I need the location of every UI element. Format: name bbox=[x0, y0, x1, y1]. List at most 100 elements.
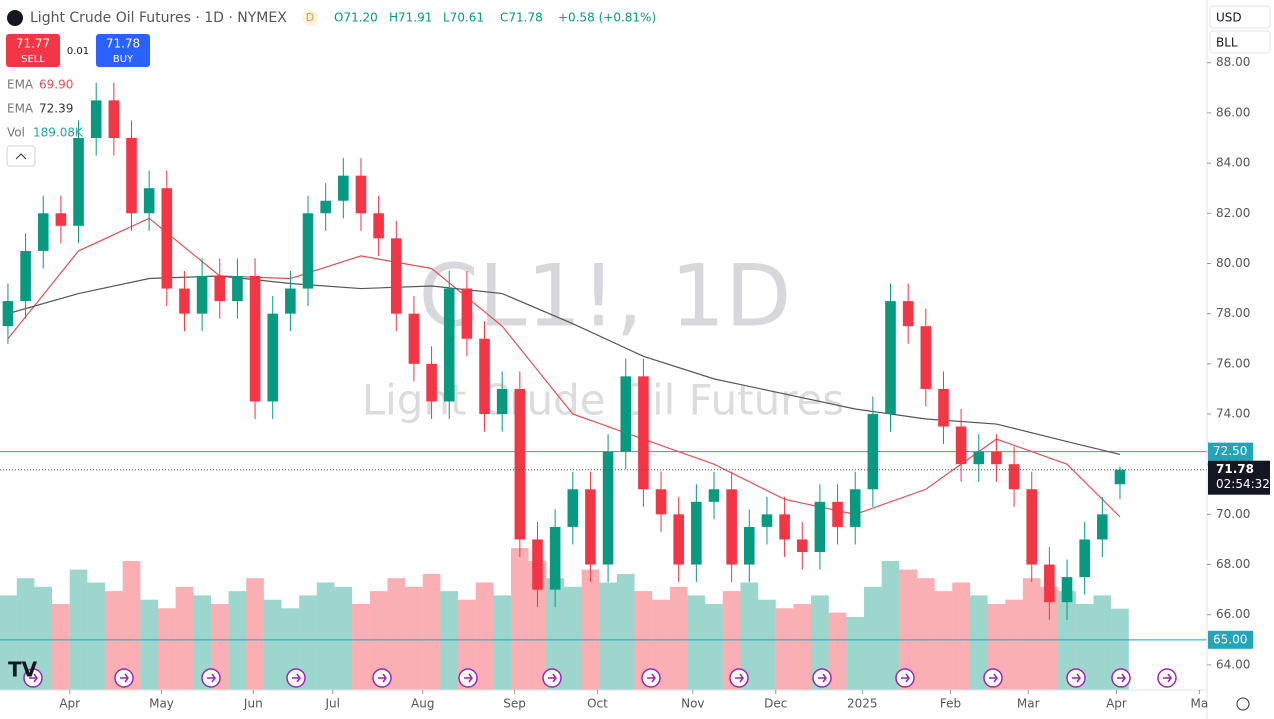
candle-body bbox=[514, 388, 526, 540]
event-icon bbox=[207, 673, 216, 683]
volume-bar bbox=[440, 591, 459, 690]
x-tick-label: May bbox=[149, 697, 174, 711]
buy-price[interactable]: 71.78 bbox=[106, 37, 140, 51]
candle-body bbox=[196, 276, 208, 314]
candle-body bbox=[1044, 564, 1055, 603]
volume-bar bbox=[563, 586, 582, 690]
candle-body bbox=[267, 313, 279, 402]
candle-body bbox=[90, 100, 102, 138]
legend-value: 72.39 bbox=[39, 102, 73, 116]
candle-body bbox=[849, 489, 861, 527]
sell-button[interactable]: 71.77 SELL bbox=[6, 34, 60, 67]
candle-body bbox=[638, 376, 649, 490]
volume-bar bbox=[916, 578, 935, 690]
candle-body bbox=[285, 288, 296, 314]
candle-body bbox=[20, 250, 31, 302]
watermark: CL1!, 1D bbox=[419, 246, 792, 346]
unit[interactable]: BLL bbox=[1216, 36, 1238, 50]
sell-label[interactable]: SELL bbox=[21, 54, 45, 65]
x-tick-label: Ma bbox=[1191, 697, 1209, 711]
candle-body bbox=[532, 539, 543, 590]
candle-body bbox=[355, 175, 367, 214]
candle-body bbox=[620, 376, 632, 452]
volume-bar bbox=[387, 578, 406, 690]
candle-body bbox=[1008, 464, 1020, 490]
settings-icon[interactable] bbox=[1236, 697, 1250, 711]
candle-body bbox=[867, 414, 879, 490]
ohlc-low: L70.61 bbox=[443, 11, 484, 25]
currency-button[interactable] bbox=[1209, 5, 1271, 29]
y-tick-label: 66.00 bbox=[1216, 607, 1250, 621]
unit-button[interactable] bbox=[1209, 30, 1271, 54]
buy-button[interactable]: 71.78 BUY bbox=[96, 34, 150, 67]
y-tick-label: 70.00 bbox=[1216, 507, 1250, 521]
y-tick-label: 86.00 bbox=[1216, 105, 1250, 119]
volume-bar bbox=[669, 586, 688, 690]
x-tick-label: Dec bbox=[764, 697, 787, 711]
x-tick-label: 2025 bbox=[847, 697, 878, 711]
collapse-icon[interactable] bbox=[15, 153, 27, 160]
volume-bar bbox=[175, 586, 194, 690]
legend-name: Vol bbox=[7, 126, 25, 140]
volume-bar bbox=[934, 591, 953, 690]
symbol-title: Light Crude Oil Futures · 1D · NYMEX bbox=[30, 10, 287, 26]
volume-bar bbox=[811, 595, 829, 690]
y-tick-label: 84.00 bbox=[1216, 156, 1250, 170]
buy-box[interactable] bbox=[96, 34, 150, 67]
volume-bar bbox=[493, 595, 512, 690]
candle-body bbox=[955, 426, 967, 465]
volume-bar bbox=[528, 561, 547, 690]
spread: 0.01 bbox=[67, 46, 89, 57]
volume-bar bbox=[722, 591, 741, 690]
watermark: Light Crude Oil Futures bbox=[362, 376, 845, 425]
x-tick-label: Aug bbox=[411, 697, 434, 711]
sell-price[interactable]: 71.77 bbox=[16, 37, 50, 51]
volume-bar bbox=[1040, 586, 1059, 690]
currency[interactable]: USD bbox=[1216, 11, 1242, 25]
volume-bar bbox=[881, 561, 900, 690]
candle-body bbox=[832, 501, 843, 527]
x-tick-label: Apr bbox=[59, 697, 80, 711]
y-tick-label: 74.00 bbox=[1216, 407, 1250, 421]
candle-body bbox=[691, 501, 702, 565]
volume-bar bbox=[263, 599, 282, 690]
symbol-icon bbox=[7, 10, 23, 26]
candle-body bbox=[726, 489, 737, 565]
y-tick-label: 68.00 bbox=[1216, 557, 1250, 571]
volume-bar bbox=[193, 595, 211, 690]
volume-bar bbox=[0, 595, 17, 690]
candle-body bbox=[108, 100, 120, 138]
candle-body bbox=[338, 175, 349, 201]
volume-bar bbox=[105, 591, 123, 690]
volume-bar bbox=[140, 599, 158, 690]
sell-box[interactable] bbox=[6, 34, 60, 67]
volume-bar bbox=[122, 561, 141, 690]
volume-bar bbox=[316, 582, 335, 690]
y-tick-label: 78.00 bbox=[1216, 306, 1250, 320]
volume-bar bbox=[1022, 578, 1041, 690]
level-label: 65.00 bbox=[1213, 632, 1247, 646]
legend-value: 69.90 bbox=[39, 78, 73, 92]
ohlc-open: O71.20 bbox=[334, 11, 378, 25]
event-icon bbox=[1117, 673, 1126, 683]
event-icon bbox=[901, 673, 910, 683]
buy-label[interactable]: BUY bbox=[113, 54, 134, 65]
candle-body bbox=[179, 288, 190, 314]
candle-body bbox=[549, 526, 561, 590]
candle-body bbox=[373, 213, 384, 239]
badge-text: D bbox=[306, 11, 314, 24]
candle-body bbox=[1026, 489, 1038, 565]
ohlc-change: +0.58 (+0.81%) bbox=[558, 11, 656, 25]
candle-body bbox=[779, 514, 790, 540]
last-price-label: 71.78 bbox=[1216, 462, 1254, 476]
x-tick-label: Apr bbox=[1106, 697, 1127, 711]
event-icon bbox=[548, 673, 557, 683]
volume-bar bbox=[634, 591, 653, 690]
candle-body bbox=[55, 213, 67, 226]
volume-bar bbox=[793, 604, 812, 690]
volume-bar bbox=[69, 569, 88, 690]
collapse-button[interactable] bbox=[6, 145, 36, 167]
volume-bar bbox=[458, 599, 476, 690]
